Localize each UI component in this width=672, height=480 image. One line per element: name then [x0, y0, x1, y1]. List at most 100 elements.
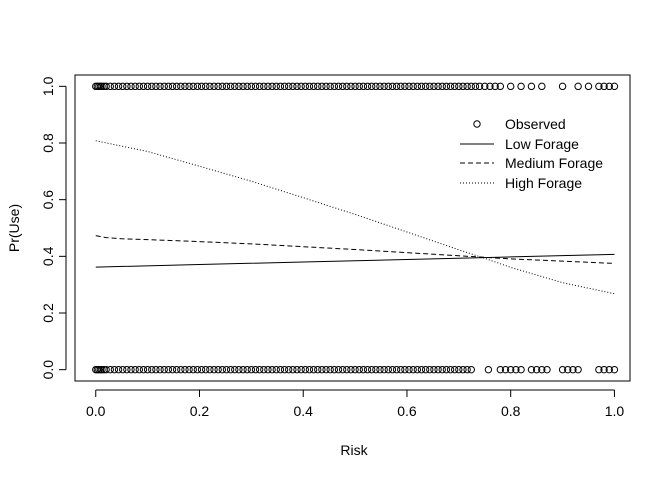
observed-point-unused	[434, 365, 442, 374]
observed-point-unused	[363, 365, 372, 374]
observed-point-used	[367, 82, 376, 91]
observed-point-used	[347, 82, 355, 91]
observed-point-unused	[143, 365, 152, 374]
observed-point-unused	[558, 365, 567, 374]
observed-point-unused	[496, 365, 505, 374]
observed-point-unused	[463, 365, 471, 374]
observed-point-unused	[226, 365, 235, 374]
observed-point-used	[610, 82, 619, 91]
observed-point-used	[235, 82, 243, 91]
observed-point-used	[181, 82, 189, 91]
observed-point-unused	[127, 365, 135, 374]
observed-point-used	[463, 82, 471, 91]
observed-point-used	[527, 82, 536, 91]
observed-point-unused	[119, 365, 127, 374]
observed-point-used	[214, 82, 222, 91]
observed-point-unused	[417, 365, 426, 374]
observed-point-unused	[214, 365, 222, 374]
observed-point-used	[98, 82, 106, 91]
observed-point-used	[210, 82, 218, 91]
y-tick-label: 0.4	[40, 246, 56, 266]
observed-point-unused	[123, 365, 131, 374]
observed-point-unused	[430, 365, 438, 374]
observed-point-unused	[517, 365, 525, 374]
observed-point-unused	[197, 365, 206, 374]
observed-point-unused	[255, 365, 264, 374]
low-forage-line	[95, 253, 615, 268]
observed-point-unused	[595, 365, 603, 374]
observed-point-used	[558, 82, 567, 91]
observed-point-unused	[139, 365, 148, 374]
observed-point-unused	[326, 365, 334, 374]
observed-point-used	[189, 82, 197, 91]
observed-point-used	[152, 82, 160, 91]
observed-point-unused	[289, 365, 297, 374]
observed-point-used	[481, 82, 489, 91]
observed-point-used	[301, 82, 309, 91]
observed-point-unused	[501, 365, 510, 374]
observed-point-unused	[251, 365, 260, 374]
observed-point-used	[376, 82, 384, 91]
observed-point-unused	[359, 365, 368, 374]
observed-point-unused	[372, 365, 380, 374]
observed-point-unused	[181, 365, 189, 374]
observed-point-used	[517, 82, 525, 91]
observed-point-unused	[110, 365, 119, 374]
observed-point-unused	[527, 365, 536, 374]
observed-point-unused	[235, 365, 243, 374]
observed-point-used	[322, 82, 330, 91]
x-axis-title: Risk	[340, 442, 368, 458]
observed-point-unused	[347, 365, 355, 374]
plot-frame-group	[74, 74, 631, 382]
observed-point-unused	[148, 365, 156, 374]
observed-point-used	[338, 82, 347, 91]
observed-point-used	[280, 82, 289, 91]
observed-point-unused	[355, 365, 363, 374]
observed-point-used	[168, 82, 177, 91]
observed-point-unused	[202, 365, 210, 374]
observed-point-used	[243, 82, 251, 91]
observed-point-unused	[185, 365, 193, 374]
observed-point-used	[185, 82, 193, 91]
observed-point-unused	[114, 365, 123, 374]
observed-point-unused	[388, 365, 397, 374]
observed-point-unused	[564, 365, 572, 374]
observed-point-unused	[405, 365, 413, 374]
observed-point-used	[127, 82, 135, 91]
observed-point-used	[605, 82, 613, 91]
observed-point-unused	[218, 365, 227, 374]
observed-point-unused	[605, 365, 613, 374]
observed-point-unused	[206, 365, 214, 374]
observed-point-unused	[239, 365, 247, 374]
observed-point-used	[450, 82, 459, 91]
observed-point-used	[446, 82, 455, 91]
observed-point-unused	[446, 365, 455, 374]
observed-point-unused	[297, 365, 305, 374]
observed-point-used	[584, 82, 593, 91]
observed-point-used	[486, 82, 494, 91]
observed-point-used	[413, 82, 422, 91]
observed-point-unused	[172, 365, 181, 374]
observed-point-used	[434, 82, 442, 91]
medium-forage-line	[95, 235, 615, 264]
observed-point-used	[305, 82, 314, 91]
observed-point-unused	[177, 365, 185, 374]
observed-point-used	[355, 82, 363, 91]
observed-point-unused	[322, 365, 330, 374]
observed-point-unused	[309, 365, 318, 374]
observed-point-unused	[231, 365, 239, 374]
y-tick-label: 0.8	[40, 133, 56, 153]
observed-point-unused	[330, 365, 339, 374]
observed-point-used	[405, 82, 413, 91]
y-axis-title: Pr(Use)	[6, 204, 22, 252]
observed-point-unused	[189, 365, 197, 374]
observed-point-unused	[459, 365, 467, 374]
observed-point-unused	[421, 365, 430, 374]
observed-point-unused	[156, 365, 164, 374]
observed-point-used	[110, 82, 119, 91]
observed-point-used	[388, 82, 397, 91]
observed-point-used	[574, 82, 582, 91]
observed-point-unused	[193, 365, 202, 374]
x-tick-label: 0.6	[397, 403, 417, 419]
